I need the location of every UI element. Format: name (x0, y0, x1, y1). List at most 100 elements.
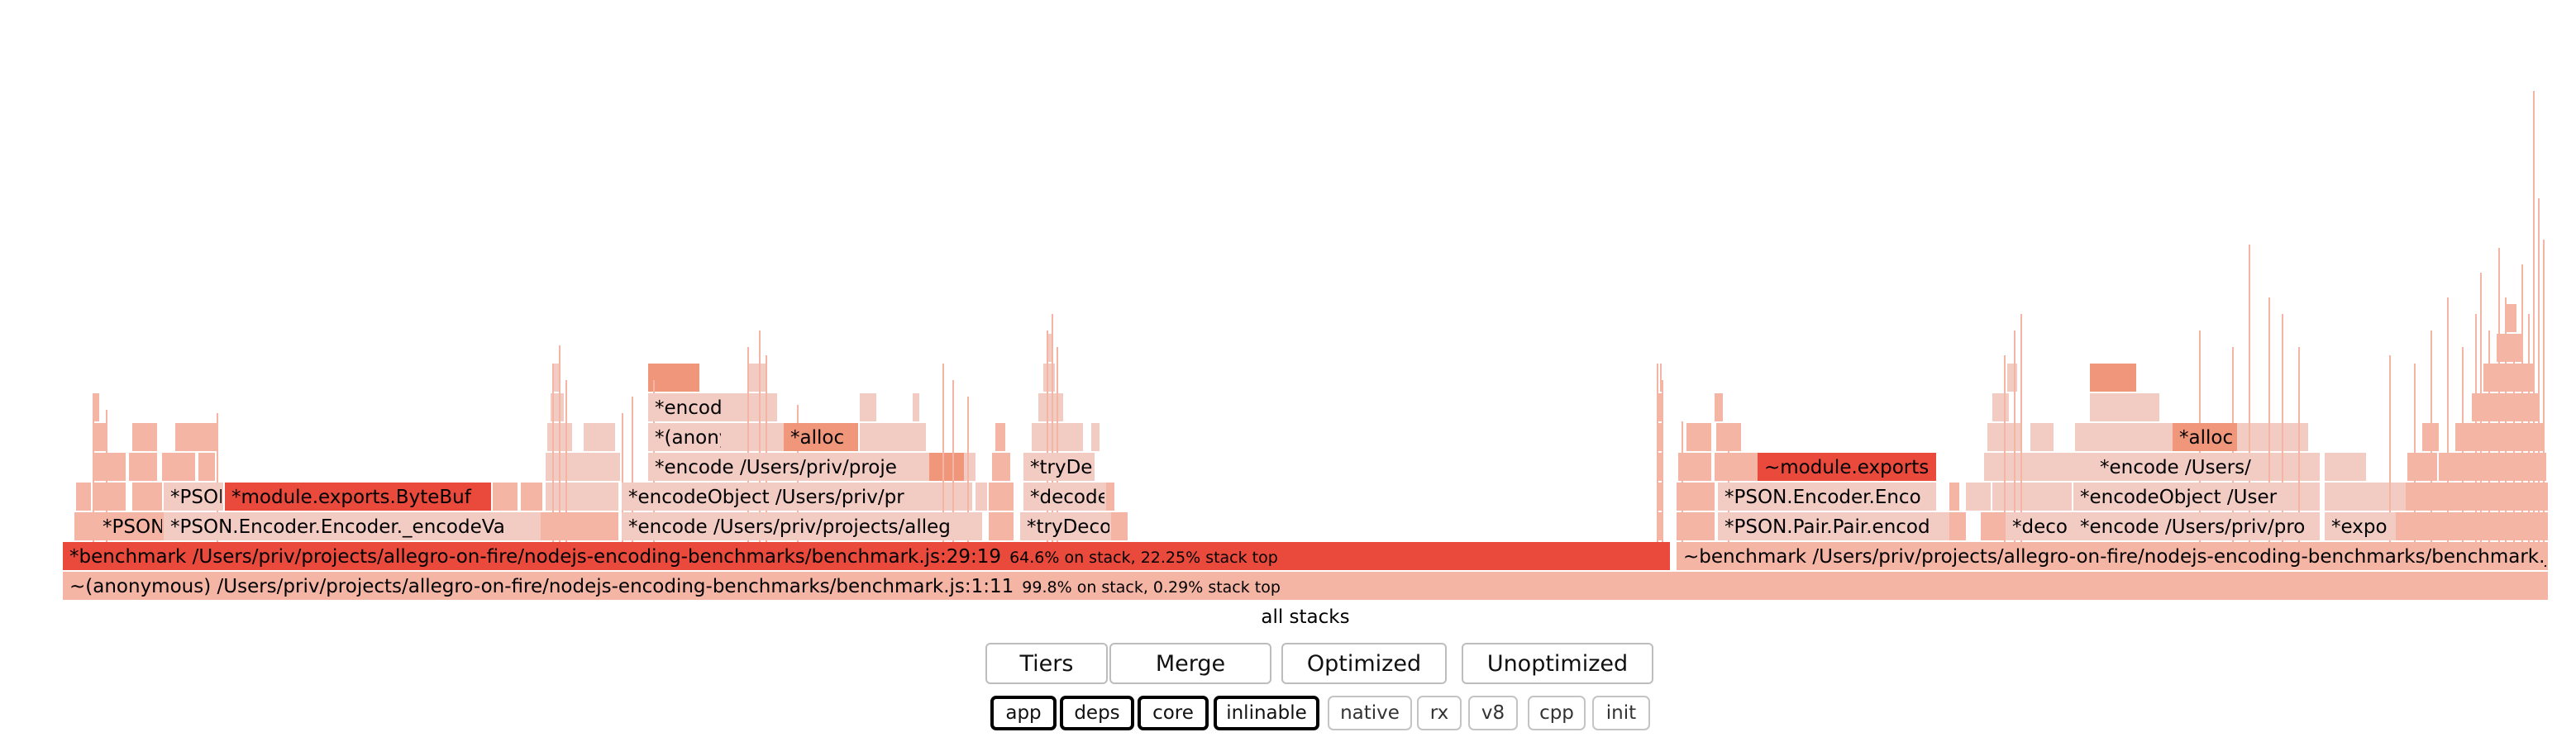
flame-frame-small[interactable] (2237, 423, 2308, 451)
flame-frame-thin[interactable] (952, 380, 954, 542)
flame-frame-small[interactable] (929, 453, 964, 481)
flame-frame-small[interactable] (175, 423, 218, 451)
flame-frame-small[interactable] (2259, 453, 2320, 481)
flame-frame-small[interactable] (2483, 364, 2533, 392)
flame-frame-small[interactable] (2378, 483, 2406, 511)
flame-frame-small[interactable] (1949, 512, 1966, 540)
flame-frame-small[interactable] (198, 453, 215, 481)
flame-frame-thin[interactable] (2488, 330, 2490, 542)
flame-frame-small[interactable] (2030, 423, 2054, 451)
flame-frame-thin[interactable] (632, 397, 633, 542)
flame-frame-small[interactable] (93, 453, 126, 481)
filter-rx-toggle[interactable]: rx (1417, 696, 1462, 730)
flame-frame-benchmark-opt[interactable] (1677, 542, 2548, 570)
flame-frame-small[interactable] (1678, 453, 1711, 481)
filter-native-toggle[interactable]: native (1328, 696, 1412, 730)
flame-frame-thin[interactable] (2020, 314, 2022, 542)
flame-frame-small[interactable] (723, 393, 747, 421)
flame-frame-small[interactable] (93, 483, 126, 511)
flame-frame-small[interactable] (541, 512, 582, 540)
flame-frame-small[interactable] (1984, 453, 2030, 481)
flame-frame-small[interactable] (2133, 393, 2159, 421)
flame-frame-small[interactable] (546, 453, 579, 481)
flame-frame-thin[interactable] (759, 330, 761, 542)
flame-frame-thin[interactable] (2447, 297, 2449, 542)
flame-frame-thin[interactable] (2249, 245, 2250, 542)
flame-frame-thin[interactable] (2528, 314, 2530, 542)
flame-frame-thin[interactable] (2389, 355, 2391, 542)
filter-app-toggle[interactable]: app (990, 696, 1057, 730)
flame-frame-small[interactable] (1660, 364, 1662, 392)
flame-frame-thin[interactable] (2480, 273, 2482, 542)
flame-frame-thin[interactable] (2533, 91, 2535, 542)
flame-frame-thin[interactable] (552, 364, 554, 542)
flame-frame-bytebuf[interactable] (225, 483, 491, 511)
flame-frame-deco[interactable] (2006, 512, 2073, 540)
flame-frame-small[interactable] (74, 512, 96, 540)
flame-frame-small[interactable] (1715, 393, 1723, 421)
flame-frame-small[interactable] (2090, 393, 2136, 421)
flame-frame-small[interactable] (723, 423, 784, 451)
flame-frame-encode-3[interactable] (648, 393, 723, 421)
flame-frame-small[interactable] (1715, 453, 1758, 481)
flame-frame-anon-2[interactable] (648, 423, 723, 451)
filter-inlinable-toggle[interactable]: inlinable (1214, 696, 1319, 730)
flame-frame-small[interactable] (749, 364, 766, 392)
flame-frame-thin[interactable] (2543, 240, 2545, 542)
flame-frame-small[interactable] (552, 364, 559, 392)
flame-frame-small[interactable] (132, 423, 157, 451)
flame-frame-small[interactable] (1981, 512, 2004, 540)
flame-frame-benchmark-hot[interactable] (63, 542, 1670, 570)
flame-frame-thin[interactable] (2282, 314, 2283, 542)
flame-frame-small[interactable] (976, 512, 982, 540)
optimized-button[interactable]: Optimized (1281, 643, 1447, 684)
flame-frame-small[interactable] (1106, 483, 1114, 511)
flame-frame-root[interactable] (63, 601, 2548, 630)
flame-frame-small[interactable] (860, 393, 876, 421)
flame-graph[interactable]: all stacks ~(anonymous) /Users/priv/proje… (0, 0, 2576, 636)
flame-frame-small[interactable] (1658, 393, 1662, 421)
flame-frame-small[interactable] (2325, 453, 2366, 481)
flame-frame-thin[interactable] (967, 397, 969, 542)
flame-frame-thin[interactable] (1657, 364, 1658, 542)
flame-frame-small[interactable] (909, 423, 926, 451)
flame-frame-decode-1[interactable] (1023, 483, 1106, 511)
flame-frame-small[interactable] (1686, 423, 1711, 451)
flame-frame-small[interactable] (1992, 393, 2009, 421)
flame-frame-small[interactable] (129, 453, 157, 481)
flame-frame-small[interactable] (1658, 453, 1663, 481)
flame-frame-small[interactable] (995, 423, 1005, 451)
flame-frame-small[interactable] (1111, 512, 1128, 540)
flame-frame-small[interactable] (1657, 512, 1663, 540)
flame-frame-small[interactable] (582, 512, 618, 540)
flame-frame-small[interactable] (1966, 483, 1991, 511)
unoptimized-button[interactable]: Unoptimized (1462, 643, 1653, 684)
flame-frame-anon-main[interactable] (63, 572, 2548, 600)
flame-frame-thin[interactable] (2505, 297, 2507, 542)
flame-frame-pson-1[interactable] (96, 512, 164, 540)
flame-frame-small[interactable] (929, 483, 972, 511)
flame-frame-thin[interactable] (217, 413, 218, 542)
flame-frame-tryde[interactable] (1023, 453, 1095, 481)
flame-frame-small[interactable] (579, 453, 620, 481)
flame-frame-small[interactable] (648, 364, 699, 392)
filter-v8-toggle[interactable]: v8 (1468, 696, 1518, 730)
flame-frame-small[interactable] (584, 423, 615, 451)
flame-frame-thin[interactable] (1662, 380, 1663, 542)
flame-frame-small[interactable] (1091, 423, 1100, 451)
flame-frame-small[interactable] (2090, 364, 2136, 392)
flame-frame-expo[interactable] (2325, 512, 2396, 540)
flame-frame-small[interactable] (493, 483, 518, 511)
flame-frame-small[interactable] (76, 483, 91, 511)
filter-core-toggle[interactable]: core (1138, 696, 1209, 730)
flame-frame-small[interactable] (2439, 453, 2546, 481)
flame-frame-small[interactable] (2505, 304, 2516, 332)
flame-frame-small[interactable] (2407, 453, 2437, 481)
flame-frame-small[interactable] (913, 393, 919, 421)
flame-frame-small[interactable] (2007, 364, 2017, 392)
flame-frame-thin[interactable] (565, 380, 567, 542)
filter-init-toggle[interactable]: init (1592, 696, 1650, 730)
flame-frame-small[interactable] (2497, 334, 2521, 362)
flame-frame-encode-1[interactable] (622, 512, 976, 540)
flame-frame-thin[interactable] (2298, 347, 2300, 542)
